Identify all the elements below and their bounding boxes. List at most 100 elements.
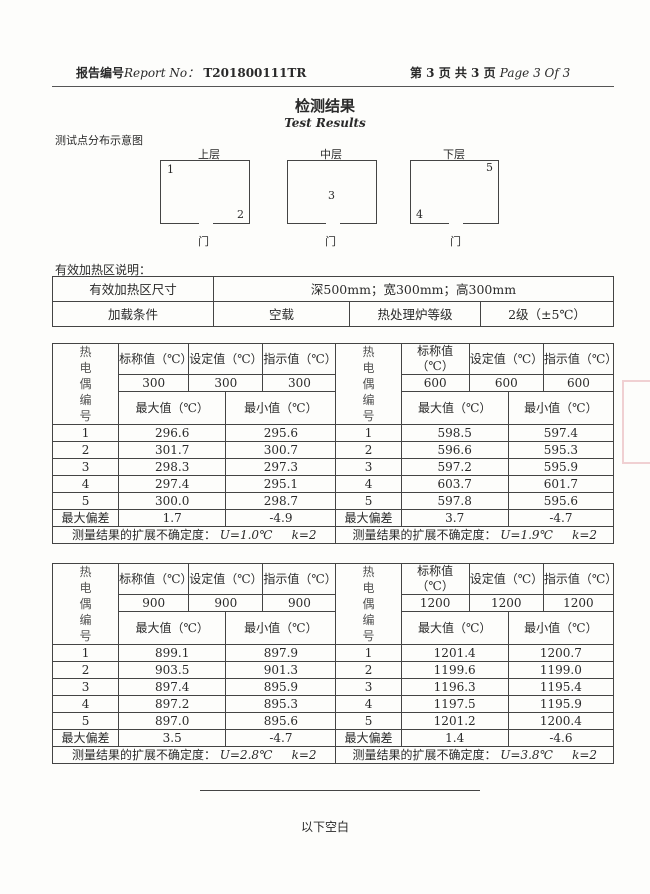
max-value: 903.5 xyxy=(118,661,227,679)
set-header: 设定值（℃） xyxy=(468,563,544,595)
thermocouple-no: 1 xyxy=(335,644,402,662)
indicated-header: 指示值（℃） xyxy=(542,343,617,375)
load-value: 空载 xyxy=(213,301,350,327)
thermocouple-no: 4 xyxy=(335,695,402,713)
min-value: 1200.4 xyxy=(507,712,615,730)
max-value: 1201.2 xyxy=(400,712,509,730)
results-table: 热电偶编号 标称值（℃） 设定值（℃） 指示值（℃） 热电偶编号 标称值（℃） 设定值（℃）… xyxy=(51,563,617,764)
min-value: 595.6 xyxy=(507,492,615,510)
max-value: 296.6 xyxy=(118,424,227,442)
thermocouple-no: 3 xyxy=(335,458,402,476)
max-value: 598.5 xyxy=(400,424,509,442)
max-header: 最大值（℃） xyxy=(118,611,227,645)
set-header: 设定值（℃） xyxy=(468,343,544,375)
uncertainty: 测量结果的扩展不确定度： U=1.0℃ k=2 xyxy=(51,526,337,544)
thermocouple-no-header-cell: 热电偶编号 xyxy=(51,563,120,645)
layer-bottom-diagram: 5 4 xyxy=(410,160,499,224)
nominal-value: 900 xyxy=(118,594,190,612)
page-subtitle: Test Results xyxy=(284,116,366,130)
min-value: 595.3 xyxy=(507,441,615,459)
max-value: 897.2 xyxy=(118,695,227,713)
grade-value: 2级（±5℃） xyxy=(480,301,614,327)
table-row: 4 897.2 895.3 4 1197.5 1195.9 xyxy=(51,695,615,713)
max-deviation-plus: 3.5 xyxy=(118,729,227,747)
max-value: 1196.3 xyxy=(400,678,509,696)
thermocouple-no-header: 热电偶编号 xyxy=(79,565,92,643)
nominal-header: 标称值（℃） xyxy=(118,343,193,375)
door-label: 门 xyxy=(325,235,336,248)
thermocouple-no-header: 热电偶编号 xyxy=(79,345,92,423)
point-4: 4 xyxy=(416,208,423,221)
size-label: 有效加热区尺寸 xyxy=(52,276,214,302)
thermocouple-no-header-cell: 热电偶编号 xyxy=(335,343,402,425)
min-value: 895.3 xyxy=(225,695,337,713)
layer-bottom-label: 下层 xyxy=(443,148,465,161)
thermocouple-no: 2 xyxy=(335,441,402,459)
max-value: 298.3 xyxy=(118,458,227,476)
max-deviation-minus: -4.6 xyxy=(507,729,615,747)
max-header: 最大值（℃） xyxy=(118,391,227,425)
min-value: 897.9 xyxy=(225,644,337,662)
size-value: 深500mm；宽300mm；高300mm xyxy=(213,276,614,302)
max-value: 300.0 xyxy=(118,492,227,510)
max-value: 1199.6 xyxy=(400,661,509,679)
max-deviation-plus: 3.7 xyxy=(400,509,509,527)
point-5: 5 xyxy=(486,161,493,174)
coverage-k: k=2 xyxy=(291,747,317,762)
layer-middle-label: 中层 xyxy=(320,148,342,161)
set-value: 900 xyxy=(188,594,264,612)
set-value: 600 xyxy=(468,374,544,392)
indicated-value: 600 xyxy=(542,374,615,392)
indicated-value: 1200 xyxy=(542,594,615,612)
nominal-header: 标称值（℃） xyxy=(118,563,193,595)
door-label: 门 xyxy=(198,235,209,248)
max-value: 603.7 xyxy=(400,475,509,493)
thermocouple-no: 3 xyxy=(51,458,120,476)
min-value: 895.9 xyxy=(225,678,337,696)
max-value: 1201.4 xyxy=(400,644,509,662)
max-value: 301.7 xyxy=(118,441,227,459)
min-header: 最小值（℃） xyxy=(507,391,615,425)
table-row: 1 296.6 295.6 1 598.5 597.4 xyxy=(51,424,615,442)
diagram-label: 测试点分布示意图 xyxy=(55,134,143,147)
nominal-header: 标称值（℃） xyxy=(400,343,470,375)
report-no-label-cn: 报告编号 xyxy=(76,66,125,80)
thermocouple-no: 1 xyxy=(335,424,402,442)
max-value: 899.1 xyxy=(118,644,227,662)
thermocouple-no-header: 热电偶编号 xyxy=(362,345,375,423)
thermocouple-no: 4 xyxy=(51,695,120,713)
min-value: 1199.0 xyxy=(507,661,615,679)
thermocouple-no-header: 热电偶编号 xyxy=(362,565,375,643)
min-header: 最小值（℃） xyxy=(507,611,615,645)
max-deviation-plus: 1.7 xyxy=(118,509,227,527)
thermocouple-no: 2 xyxy=(51,441,120,459)
max-deviation-label: 最大偏差 xyxy=(335,729,402,747)
end-note: 以下空白 xyxy=(300,820,349,834)
header-divider xyxy=(52,86,614,87)
thermocouple-no: 1 xyxy=(51,424,120,442)
max-value: 897.0 xyxy=(118,712,227,730)
uncertainty-label: 测量结果的扩展不确定度： xyxy=(352,747,497,762)
table-row: 4 297.4 295.1 4 603.7 601.7 xyxy=(51,475,615,493)
load-label: 加载条件 xyxy=(52,301,214,327)
thermocouple-no: 4 xyxy=(51,475,120,493)
nominal-header: 标称值（℃） xyxy=(400,563,470,595)
table-row: 3 897.4 895.9 3 1196.3 1195.4 xyxy=(51,678,615,696)
min-value: 298.7 xyxy=(225,492,337,510)
thermocouple-no: 5 xyxy=(51,492,120,510)
min-value: 597.4 xyxy=(507,424,615,442)
set-header: 设定值（℃） xyxy=(188,343,264,375)
uncertainty: 测量结果的扩展不确定度： U=1.9℃ k=2 xyxy=(335,526,614,544)
thermocouple-no: 5 xyxy=(335,492,402,510)
set-value: 300 xyxy=(188,374,264,392)
stamp-fragment xyxy=(622,380,650,464)
min-header: 最小值（℃） xyxy=(225,611,337,645)
indicated-value: 300 xyxy=(262,374,337,392)
max-deviation-label: 最大偏差 xyxy=(51,509,120,527)
point-3: 3 xyxy=(328,189,335,202)
thermocouple-no-header-cell: 热电偶编号 xyxy=(335,563,402,645)
report-no-label-en: Report No： xyxy=(124,66,200,80)
min-value: 1195.9 xyxy=(507,695,615,713)
indicated-header: 指示值（℃） xyxy=(262,563,337,595)
